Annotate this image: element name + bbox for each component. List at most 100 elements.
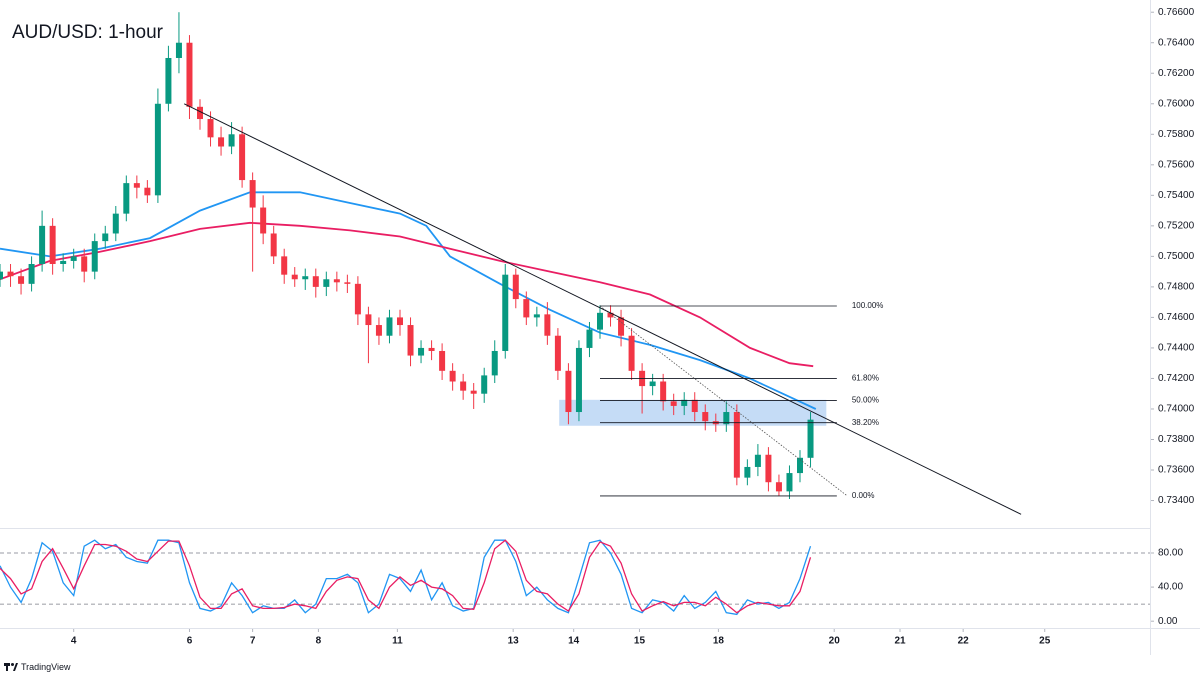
candle-body xyxy=(186,42,193,107)
fib-label: 0.00% xyxy=(852,491,875,500)
candle-body xyxy=(691,399,698,413)
candle-body xyxy=(618,317,625,336)
x-tick-label: 20 xyxy=(829,636,841,647)
candle-body xyxy=(786,473,793,492)
brand-logo xyxy=(4,663,18,671)
candle-body xyxy=(249,180,256,208)
fib-label: 50.00% xyxy=(852,396,879,405)
y-tick-label: 0.75400 xyxy=(1158,190,1195,201)
x-tick-label: 22 xyxy=(958,636,970,647)
y-tick-label: 0.76400 xyxy=(1158,37,1195,48)
candle-body xyxy=(797,457,803,474)
candle-body xyxy=(449,370,456,382)
candle-body xyxy=(270,233,277,257)
candle-body xyxy=(407,325,414,356)
candle-body xyxy=(133,183,140,188)
oscillator-line xyxy=(0,539,812,616)
candle-body xyxy=(375,325,382,336)
y-tick-label: 0.75800 xyxy=(1158,129,1195,140)
candle-body xyxy=(354,283,361,315)
y-tick-label: 0.75000 xyxy=(1158,251,1195,262)
plot-layer: 100.00% 61.80% 50.00% 38.20% 0.00% xyxy=(0,11,1154,632)
candle-body xyxy=(0,271,3,280)
candle-body xyxy=(239,134,246,181)
chart-title: AUD/USD: 1-hour xyxy=(12,22,164,43)
x-tick-label: 6 xyxy=(187,636,193,647)
candle-body xyxy=(460,381,467,391)
candle-body xyxy=(502,274,509,351)
candle-body xyxy=(281,256,288,275)
candle-body xyxy=(807,419,814,458)
candle-body xyxy=(512,274,519,300)
y-tick-label: 0.74000 xyxy=(1158,404,1195,415)
y-tick-label: 0.76600 xyxy=(1158,7,1195,18)
candle-body xyxy=(228,134,235,147)
x-tick-label: 18 xyxy=(713,636,725,647)
candle-body xyxy=(112,213,119,234)
y-tick-label: 0.74200 xyxy=(1158,373,1195,384)
candle-body xyxy=(702,412,709,422)
fib-diagonal xyxy=(599,305,848,497)
candle-body xyxy=(765,454,772,483)
candle-body xyxy=(754,454,761,467)
fib-label: 61.80% xyxy=(852,374,879,383)
candle-body xyxy=(123,183,130,214)
y-tick-label: 40.00 xyxy=(1158,582,1183,593)
candle-body xyxy=(344,282,351,284)
x-tick-label: 21 xyxy=(894,636,906,647)
candle-body xyxy=(144,187,151,196)
candle-body xyxy=(102,233,109,242)
candle-body xyxy=(670,401,677,406)
y-tick-label: 0.74800 xyxy=(1158,282,1195,293)
candle-body xyxy=(565,370,572,413)
candle-body xyxy=(386,317,393,336)
y-tick-label: 0.74400 xyxy=(1158,343,1195,354)
candle-body xyxy=(18,276,25,284)
y-tick-label: 0.76200 xyxy=(1158,68,1195,79)
candle-body xyxy=(49,225,56,264)
candle-body xyxy=(165,57,172,104)
moving-average xyxy=(0,191,817,410)
x-tick-label: 13 xyxy=(508,636,520,647)
candle-body xyxy=(197,106,203,120)
y-tick-label: 0.73400 xyxy=(1158,495,1195,506)
candle-body xyxy=(28,264,35,284)
y-tick-label: 0.73800 xyxy=(1158,434,1195,445)
y-tick-label: 0.76000 xyxy=(1158,98,1195,109)
candle-body xyxy=(607,312,614,318)
candle-body xyxy=(207,119,214,138)
candle-body xyxy=(302,276,309,280)
brand-name: TradingView xyxy=(21,662,71,672)
candle-body xyxy=(744,466,751,478)
oscillator-line xyxy=(0,539,812,614)
candle-body xyxy=(733,412,740,478)
candle-body xyxy=(418,347,425,356)
x-tick-label: 4 xyxy=(71,636,77,647)
candle-body xyxy=(323,279,330,287)
candle-body xyxy=(491,350,498,376)
trendline xyxy=(183,103,1022,515)
candle-body xyxy=(312,276,319,287)
y-tick-label: 0.74600 xyxy=(1158,312,1195,323)
y-tick-label: 0.75600 xyxy=(1158,159,1195,170)
candle-body xyxy=(91,241,98,272)
x-tick-label: 25 xyxy=(1039,636,1051,647)
candle-body xyxy=(70,256,77,261)
candle-body xyxy=(81,256,88,272)
fib-label: 38.20% xyxy=(852,418,879,427)
y-tick-label: 0.75200 xyxy=(1158,220,1195,231)
candle-body xyxy=(439,350,446,371)
candle-body xyxy=(428,347,435,351)
candle-body xyxy=(575,347,582,413)
x-tick-label: 15 xyxy=(634,636,646,647)
candle-body xyxy=(649,381,656,387)
candle-body xyxy=(7,271,14,277)
candle-body xyxy=(333,279,340,283)
candle-body xyxy=(260,207,267,234)
candle-body xyxy=(597,312,603,330)
candle-body xyxy=(554,335,561,371)
candle-body xyxy=(175,42,182,58)
x-tick-label: 11 xyxy=(392,636,403,647)
candle-body xyxy=(628,335,635,371)
